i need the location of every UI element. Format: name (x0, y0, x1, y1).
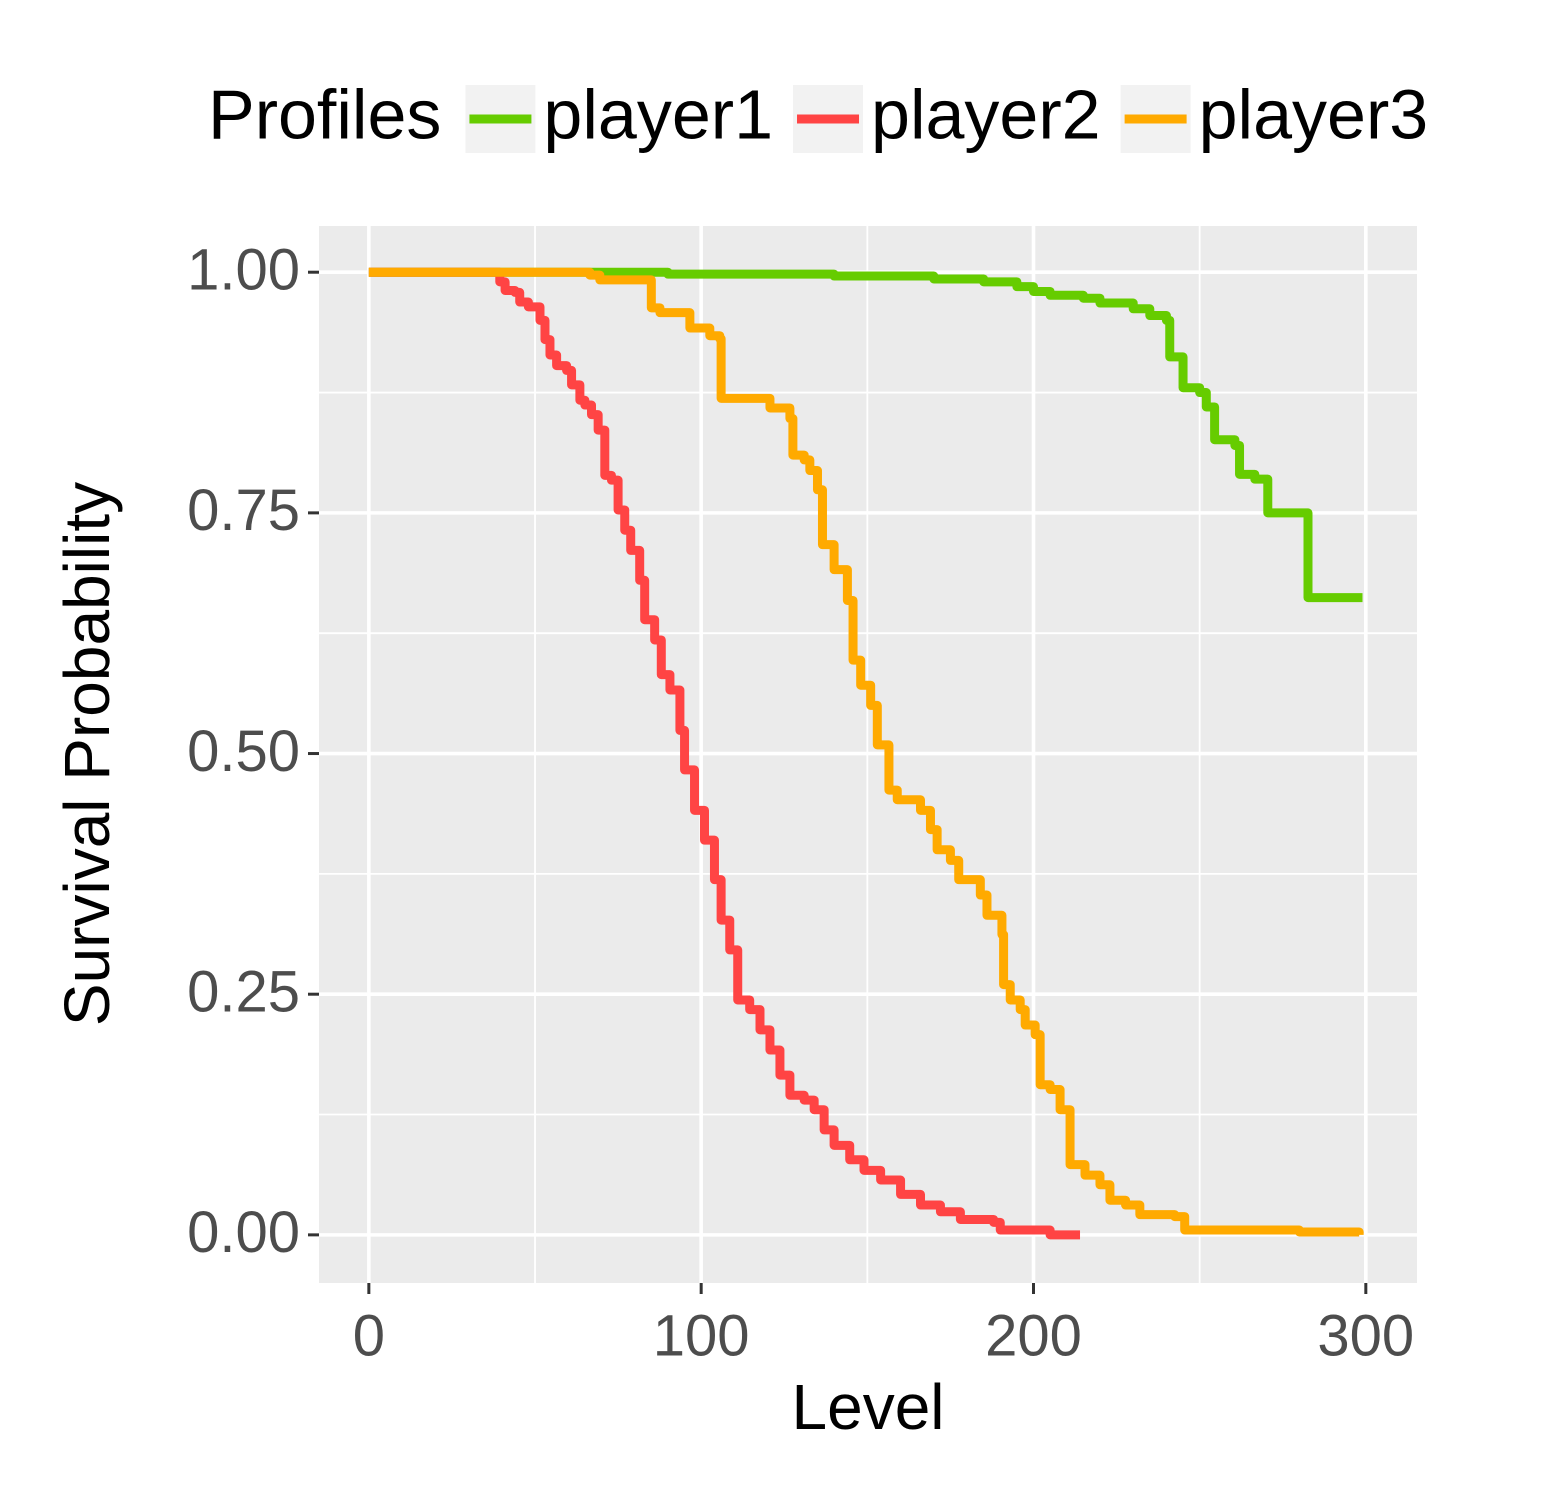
x-axis-title: Level (792, 1371, 945, 1443)
legend-label: player1 (543, 75, 773, 153)
survival-line (368, 267, 1081, 1240)
x-tick-label: 100 (653, 1303, 750, 1368)
y-tick-label: 1.00 (187, 238, 300, 303)
survival-line (368, 267, 1363, 603)
legend-title: Profiles (208, 75, 441, 153)
survival-line (368, 267, 1364, 1237)
x-tick-label: 0 (353, 1303, 385, 1368)
y-tick-label: 0.75 (187, 478, 300, 543)
legend-label: player3 (1199, 75, 1429, 153)
y-axis-title: Survival Probability (51, 482, 123, 1026)
x-tick-label: 300 (1317, 1303, 1414, 1368)
y-tick-label: 0.25 (187, 960, 300, 1025)
x-tick-label: 200 (985, 1303, 1082, 1368)
y-tick-label: 0.50 (187, 719, 300, 784)
legend-label: player2 (871, 75, 1101, 153)
y-tick-label: 0.00 (187, 1200, 300, 1265)
